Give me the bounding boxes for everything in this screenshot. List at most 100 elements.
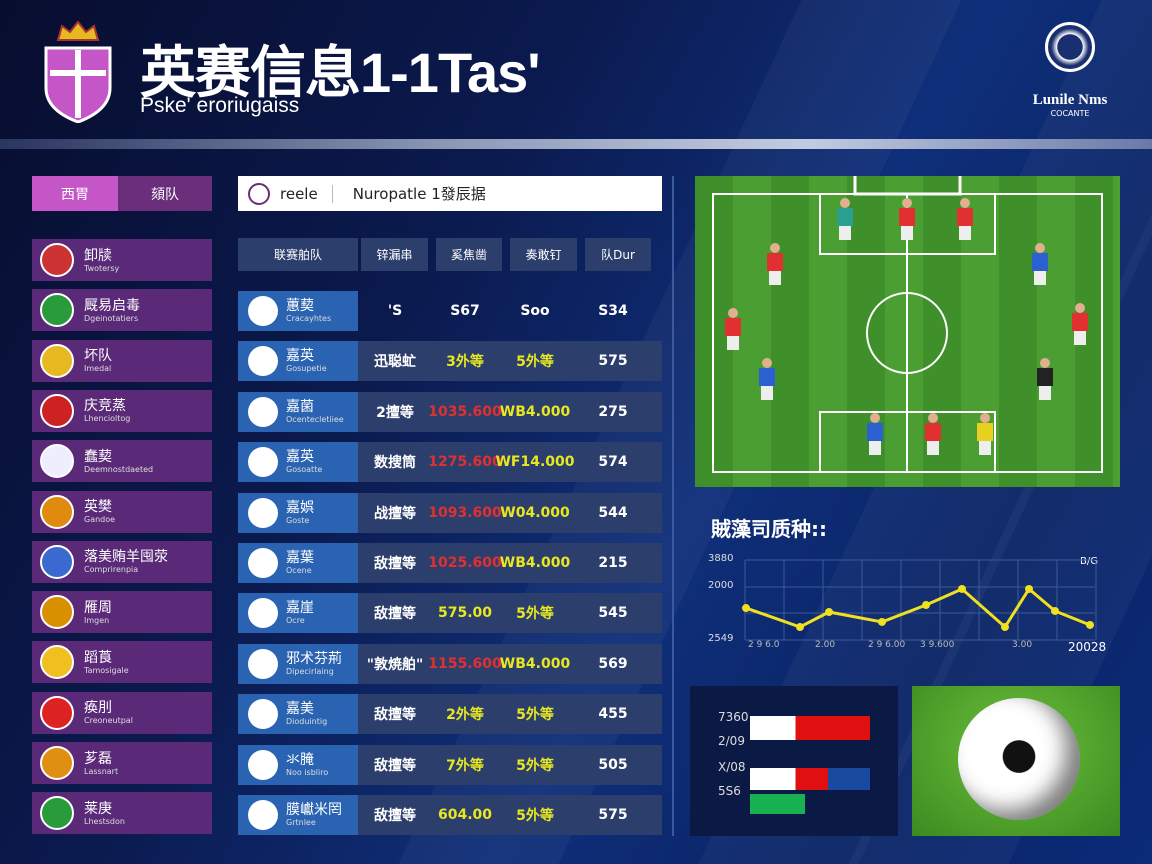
table-cell: 迅聪虻 xyxy=(374,354,416,371)
y-tick-label: 2000 xyxy=(708,580,734,591)
sidebar-item[interactable]: 落美贿羊囤荥 Comprirenpia xyxy=(32,540,212,583)
sidebar-item[interactable]: 芗磊 Lassnart xyxy=(32,742,212,784)
column-header[interactable]: 奏敢钉 xyxy=(510,238,577,271)
bar-1 xyxy=(750,716,870,740)
sidebar-item-text: 芗磊 Lassnart xyxy=(84,751,118,776)
page-subtitle: Pske' eroriugaiss xyxy=(140,94,300,117)
sidebar-item[interactable]: 蹈莨 Tamosigale xyxy=(32,641,212,684)
sidebar-item[interactable]: 坏队 Imedal xyxy=(32,339,212,382)
sidebar-item[interactable]: 痪刖 Creoneutpal xyxy=(32,691,212,734)
data-point xyxy=(878,617,886,626)
sidebar-item[interactable]: 庆竞蒸 Lhencioltog xyxy=(32,389,212,432)
league-logo: Lunile Nms COCANTE xyxy=(1010,22,1130,118)
tab-0[interactable]: 西胃 xyxy=(32,176,118,211)
x-tick-label: 2 9 6.0 xyxy=(748,640,780,650)
team-text: 膜巘米罔 Grtnlee xyxy=(286,803,342,828)
sidebar-item-text: 雁周 Imgen xyxy=(84,600,112,625)
player xyxy=(867,413,883,455)
team-logo-icon xyxy=(248,648,278,679)
table-cell: 5外等 xyxy=(516,354,554,371)
table-cell: Soo xyxy=(520,303,550,319)
table-row[interactable]: 嘉美 Dioduintig 敌擅等 2外等 5外等 455 xyxy=(238,694,662,735)
sidebar-item-text: 卸牍 Twotersy xyxy=(84,248,119,273)
team-text: 蕙葜 Cracayhtes xyxy=(286,299,331,324)
table-cell: 战擅等 xyxy=(374,505,416,522)
team-subtitle: Dipecirlaing xyxy=(286,666,334,676)
table-row[interactable]: 嘉崖 Ocre 敌擅等 575.00 5外等 545 xyxy=(238,593,662,634)
table-row[interactable]: 嘉葉 Ocene 敌擅等 1025.600 WB4.000 215 xyxy=(238,543,662,583)
table-cell: 575.00 xyxy=(437,605,493,622)
table-row[interactable]: 嘉英 Gosupetie 迅聪虻 3外等 5外等 575 xyxy=(238,341,662,382)
green-round-crest-icon xyxy=(40,293,74,328)
german-flag-icon xyxy=(40,595,74,630)
table-row[interactable]: 嘉菌 Ocentecletiiee 2擅等 1035.600 WB4.000 275 xyxy=(238,391,662,432)
sidebar-item[interactable]: 蠢葜 Deemnostdaeted xyxy=(32,440,212,483)
table-cell: 敌擅等 xyxy=(374,757,416,774)
sidebar-item[interactable]: 卸牍 Twotersy xyxy=(32,239,212,281)
column-header[interactable]: 队Dur xyxy=(585,238,651,271)
team-cell: 嘉美 Dioduintig xyxy=(238,694,358,735)
red-yellow-shield-icon xyxy=(40,746,74,780)
table-cell: 215 xyxy=(598,555,628,571)
table-row[interactable]: 氺腌 Noo isbliro 敌擅等 7外等 5外等 505 xyxy=(238,744,662,785)
column-header[interactable]: 奚焦凿 xyxy=(436,238,502,271)
player xyxy=(1032,243,1048,285)
league-logo-text: Lunile Nms xyxy=(1032,92,1108,108)
tab-1[interactable]: 頦队 xyxy=(118,176,212,211)
sidebar-item[interactable]: 厩易启毒 Dgeinotatiers xyxy=(32,289,212,332)
player xyxy=(725,308,741,350)
table-row[interactable]: 嘉娯 Goste 战擅等 1093.600 W04.000 544 xyxy=(238,492,662,533)
team-name: 卸牍 xyxy=(84,247,112,264)
table-cell: 569 xyxy=(598,655,628,672)
player xyxy=(899,198,915,240)
team-subtitle: Twotersy xyxy=(84,263,120,273)
table-cell: 574 xyxy=(598,454,628,471)
column-header[interactable]: 联赛舶队 xyxy=(238,238,358,271)
league-icon xyxy=(248,182,270,205)
ball-icon xyxy=(1045,22,1095,72)
column-header[interactable]: 锌漏串 xyxy=(361,238,428,271)
team-subtitle: Dioduintig xyxy=(286,717,328,727)
table-cell: 1035.600 xyxy=(428,403,502,420)
bar-label: 2/09 xyxy=(718,734,745,748)
yellow-purple-round-icon xyxy=(40,645,74,680)
sidebar-item[interactable]: 英樊 Gandoe xyxy=(32,490,212,533)
team-subtitle: Lassnart xyxy=(84,766,119,776)
team-subtitle: Lhencioltog xyxy=(84,414,131,424)
data-point xyxy=(1025,584,1033,593)
table-row[interactable]: 膜巘米罔 Grtnlee 敌擅等 604.00 5外等 575 xyxy=(238,795,662,835)
team-name: 嘉英 xyxy=(286,449,314,466)
team-cell: 邪术芬荊 Dipecirlaing xyxy=(238,643,358,684)
table-cell: 604.00 xyxy=(437,807,493,823)
team-name: 嘉菌 xyxy=(286,398,314,415)
team-cell: 嘉崖 Ocre xyxy=(238,593,358,634)
table-cell: WB4.000 xyxy=(499,655,571,672)
search-value: Nuropatle 1發辰据 xyxy=(352,185,486,203)
blue-white-round-icon xyxy=(40,544,74,579)
table-cell: 1155.600 xyxy=(428,655,502,672)
pitch-image xyxy=(695,164,1120,487)
team-name: 庆竞蒸 xyxy=(84,398,126,415)
team-subtitle: Comprirenpia xyxy=(84,565,139,575)
data-point xyxy=(742,604,750,613)
table-cell: 2外等 xyxy=(446,707,484,724)
sidebar-item[interactable]: 莱庚 Lhestsdon xyxy=(32,792,212,835)
football-icon xyxy=(958,698,1080,820)
team-cell: 蕙葜 Cracayhtes xyxy=(238,291,358,331)
table-row[interactable]: 邪术芬荊 Dipecirlaing "敦焼舶" 1155.600 WB4.000 569 xyxy=(238,643,662,684)
search-input[interactable]: reele Nuropatle 1發辰据 xyxy=(238,176,662,211)
team-name: 芗磊 xyxy=(84,750,112,767)
table-row[interactable]: 蕙葜 Cracayhtes 'S S67 Soo S34 xyxy=(238,291,662,331)
team-logo-icon xyxy=(248,296,278,326)
sidebar-item[interactable]: 雁周 Imgen xyxy=(32,591,212,634)
team-text: 嘉菌 Ocentecletiiee xyxy=(286,398,344,424)
orange-striped-shield-icon xyxy=(40,494,74,529)
team-logo-icon xyxy=(248,548,278,578)
table-row[interactable]: 嘉英 Gosoatte 数搜筒 1275.600 WF14.000 574 xyxy=(238,442,662,483)
page-title: 英赛信息1-1Tas' xyxy=(140,41,541,104)
table-cell: 敌擅等 xyxy=(374,606,416,623)
player xyxy=(1072,303,1088,345)
team-logo-icon xyxy=(248,497,278,528)
data-point xyxy=(958,584,966,593)
team-name: 邪术芬荊 xyxy=(286,650,342,667)
